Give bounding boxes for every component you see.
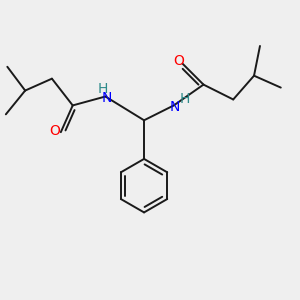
Text: O: O xyxy=(173,54,184,68)
Text: N: N xyxy=(170,100,181,114)
Text: H: H xyxy=(180,92,190,106)
Text: O: O xyxy=(50,124,60,138)
Text: N: N xyxy=(102,91,112,105)
Text: H: H xyxy=(97,82,108,96)
